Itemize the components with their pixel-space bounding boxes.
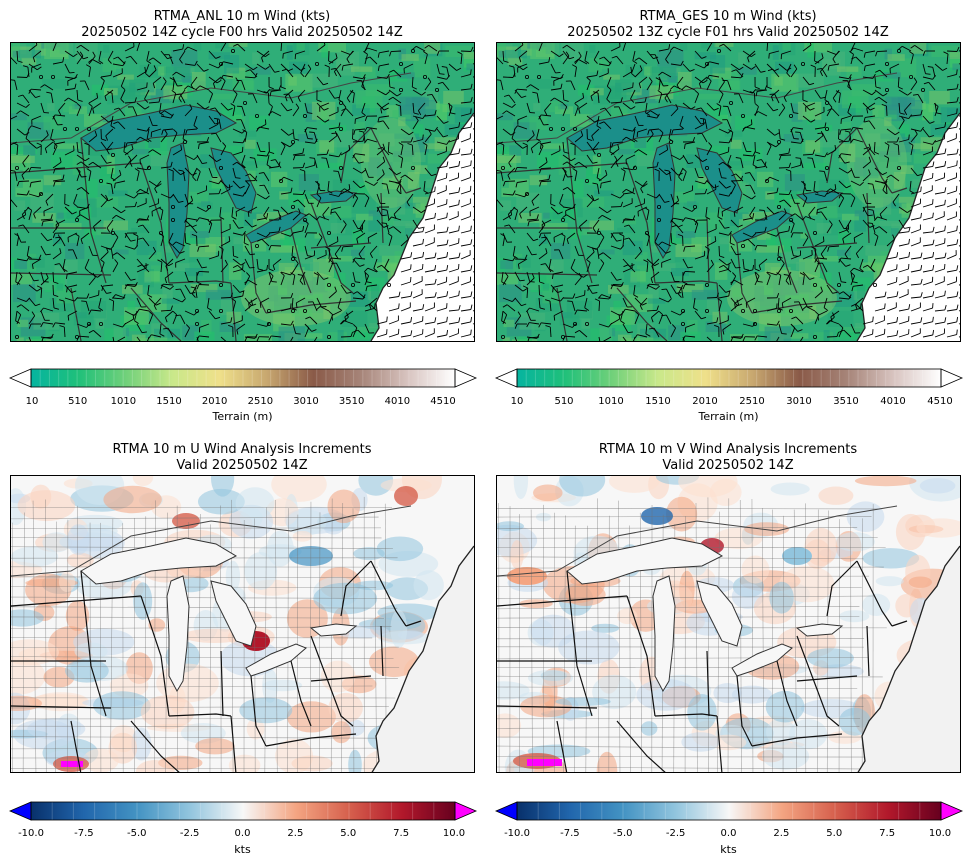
- colorbar-tick-label: 0.0: [720, 828, 737, 839]
- colorbar-tick-label: 10.0: [928, 828, 952, 839]
- vinc-title: RTMA 10 m V Wind Analysis Increments Val…: [496, 442, 960, 474]
- u-increment-colorbar-ticks: -10.0 -7.5 -5.0 -2.5 0.0 2.5 5.0 7.5 10.0: [18, 828, 465, 840]
- ges-map: [496, 42, 961, 342]
- uinc-map: [10, 475, 475, 773]
- ges-title-line1: RTMA_GES 10 m Wind (kts): [639, 9, 817, 24]
- anl-title-line1: RTMA_ANL 10 m Wind (kts): [153, 9, 331, 24]
- uinc-title-line1: RTMA 10 m U Wind Analysis Increments: [112, 442, 372, 457]
- colorbar-tick-label: -2.5: [665, 828, 686, 839]
- colorbar-tick-label: 1010: [110, 396, 137, 407]
- colorbar-tick-label: 3510: [833, 396, 859, 407]
- colorbar-under-arrow: [8, 368, 32, 388]
- anl-title-line2: 20250502 14Z cycle F00 hrs Valid 2025050…: [81, 25, 403, 40]
- anl-map-canvas: [11, 43, 474, 341]
- terrain-colorbar-right-ticks: 10 510 1010 1510 2010 2510 3010 3510 4010 4510: [511, 396, 953, 408]
- colorbar-tick-label: 2010: [692, 396, 718, 407]
- colorbar-tick-label: 4010: [384, 396, 411, 407]
- colorbar-tick-label: 5.0: [340, 828, 357, 839]
- u-increment-colorbar-label: kts: [234, 843, 251, 856]
- colorbar-tick-label: -2.5: [179, 828, 200, 839]
- wind-barbs: [497, 43, 960, 341]
- anl-map: [10, 42, 475, 342]
- colorbar-tick-label: 3510: [338, 396, 365, 407]
- colorbar-tick-label: 1010: [598, 396, 624, 407]
- colorbar-tick-label: 2510: [247, 396, 274, 407]
- colorbar-tick-label: -7.5: [560, 828, 580, 839]
- colorbar-tick-label: -10.0: [504, 828, 530, 839]
- colorbar-over-arrow: [454, 801, 478, 821]
- uinc-title: RTMA 10 m U Wind Analysis Increments Val…: [10, 442, 474, 474]
- colorbar-tick-label: 4010: [880, 396, 906, 407]
- colorbar-under-arrow: [494, 368, 518, 388]
- colorbar-tick-label: 7.5: [393, 828, 410, 839]
- vinc-map: [496, 475, 961, 773]
- colorbar-tick-label: 0.0: [234, 828, 251, 839]
- v-increment-colorbar: [494, 801, 964, 821]
- terrain-colorbar-left: [8, 368, 478, 388]
- colorbar-tick-label: 5.0: [826, 828, 843, 839]
- vinc-map-canvas: [497, 476, 960, 772]
- colorbar-gradient: [517, 369, 941, 387]
- colorbar-tick-label: -5.0: [126, 828, 147, 839]
- colorbar-tick-label: 10.0: [442, 828, 466, 839]
- uinc-map-canvas: [11, 476, 474, 772]
- colorbar-tick-label: 10: [25, 396, 39, 407]
- terrain-colorbar-left-label: Terrain (m): [212, 410, 273, 423]
- ges-map-canvas: [497, 43, 960, 341]
- wind-barbs: [11, 43, 474, 341]
- colorbar-gradient: [517, 802, 941, 820]
- colorbar-over-arrow: [940, 801, 964, 821]
- colorbar-under-arrow: [8, 801, 32, 821]
- v-increment-colorbar-label: kts: [720, 843, 737, 856]
- colorbar-tick-label: 3010: [293, 396, 319, 407]
- colorbar-tick-label: 2.5: [287, 828, 304, 839]
- colorbar-tick-label: 2.5: [773, 828, 790, 839]
- colorbar-over-arrow: [454, 368, 478, 388]
- colorbar-tick-label: 3010: [786, 396, 812, 407]
- v-increment-colorbar-ticks: -10.0 -7.5 -5.0 -2.5 0.0 2.5 5.0 7.5 10.0: [504, 828, 951, 840]
- vinc-title-line2: Valid 20250502 14Z: [662, 458, 794, 473]
- colorbar-tick-label: -7.5: [74, 828, 94, 839]
- terrain-colorbar-right: [494, 368, 964, 388]
- colorbar-tick-label: -5.0: [612, 828, 633, 839]
- uinc-title-line2: Valid 20250502 14Z: [176, 458, 308, 473]
- vinc-title-line1: RTMA 10 m V Wind Analysis Increments: [598, 442, 858, 457]
- colorbar-under-arrow: [494, 801, 518, 821]
- ges-title: RTMA_GES 10 m Wind (kts) 20250502 13Z cy…: [496, 9, 960, 41]
- colorbar-tick-label: 510: [554, 396, 574, 407]
- colorbar-tick-label: 1510: [645, 396, 671, 407]
- colorbar-tick-label: 4510: [927, 396, 953, 407]
- ges-title-line2: 20250502 13Z cycle F01 hrs Valid 2025050…: [567, 25, 889, 40]
- colorbar-tick-label: 4510: [430, 396, 456, 407]
- terrain-colorbar-right-label: Terrain (m): [698, 410, 759, 423]
- colorbar-tick-label: 7.5: [879, 828, 896, 839]
- colorbar-tick-label: 10: [510, 396, 524, 407]
- u-increment-colorbar: [8, 801, 478, 821]
- colorbar-tick-label: 2010: [201, 396, 228, 407]
- colorbar-gradient: [31, 369, 455, 387]
- colorbar-tick-label: -10.0: [18, 828, 44, 839]
- colorbar-tick-label: 1510: [156, 396, 182, 407]
- colorbar-gradient: [31, 802, 455, 820]
- colorbar-tick-label: 510: [68, 396, 88, 407]
- anl-title: RTMA_ANL 10 m Wind (kts) 20250502 14Z cy…: [10, 9, 474, 41]
- colorbar-over-arrow: [940, 368, 964, 388]
- colorbar-tick-label: 2510: [739, 396, 765, 407]
- terrain-colorbar-left-ticks: 10 510 1010 1510 2010 2510 3010 3510 4010 4510: [26, 396, 456, 408]
